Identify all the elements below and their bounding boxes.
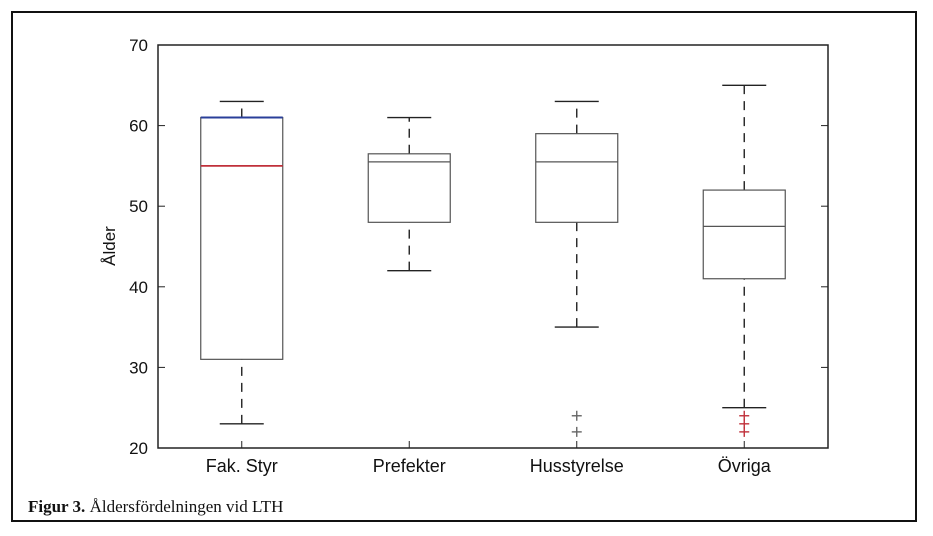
y-axis-ticks: 20 30 40 50 60 70 <box>129 36 828 458</box>
plot-axes <box>157 44 829 449</box>
x-tick-label: Övriga <box>718 456 772 476</box>
y-tick-label: 20 <box>129 439 148 458</box>
x-tick-label: Prefekter <box>373 456 446 476</box>
box-husstyrelse <box>535 100 619 437</box>
box-iqr <box>200 116 284 360</box>
x-axis-ticks: Fak. Styr Prefekter Husstyrelse Övriga <box>206 441 772 476</box>
y-axis-label: Ålder <box>100 226 119 266</box>
caption-text: Åldersfördelningen vid LTH <box>89 497 284 516</box>
box-fak-styr <box>200 100 284 425</box>
figure-caption: Figur 3. Åldersfördelningen vid LTH <box>28 497 283 517</box>
box-iqr <box>367 153 451 223</box>
y-tick-label: 60 <box>129 117 148 136</box>
x-tick-label: Husstyrelse <box>530 456 624 476</box>
box-prefekter <box>367 116 451 272</box>
x-tick-label: Fak. Styr <box>206 456 278 476</box>
box--vriga <box>702 84 786 437</box>
y-tick-label: 50 <box>129 197 148 216</box>
y-tick-label: 40 <box>129 278 148 297</box>
box-iqr <box>702 189 786 280</box>
y-tick-label: 70 <box>129 36 148 55</box>
y-tick-label: 30 <box>129 358 148 377</box>
box-series <box>200 84 786 437</box>
box-iqr <box>535 133 619 223</box>
caption-label: Figur 3. <box>28 497 86 516</box>
plot-area-border <box>157 44 829 449</box>
